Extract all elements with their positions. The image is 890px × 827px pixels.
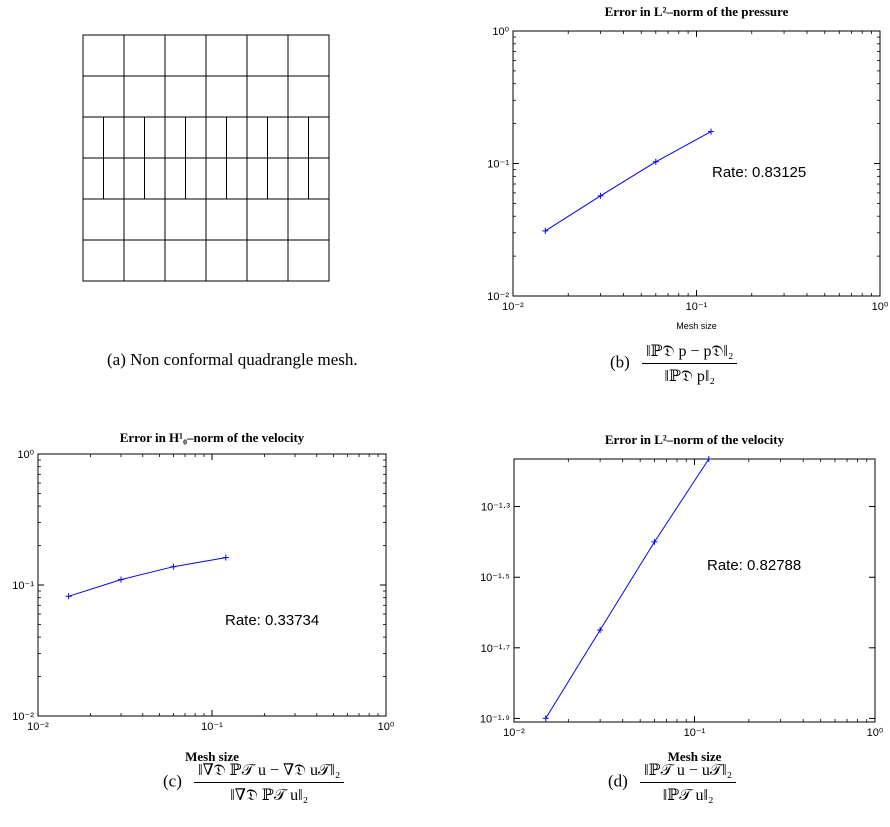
chart-title: Error in L²–norm of the pressure: [605, 4, 789, 19]
rate-annotation: Rate: 0.83125: [712, 164, 806, 181]
caption-c-formula: ‖∇𝔇 ℙ𝒯 u − ∇𝔇 u𝒯‖₂ ‖∇𝔇 ℙ𝒯 u‖₂: [194, 760, 345, 805]
caption-b-formula: ‖ℙ𝔇 p − p𝔇‖₂ ‖ℙ𝔇 p‖₂: [642, 341, 738, 386]
data-point: [65, 593, 72, 600]
data-point: [222, 554, 229, 561]
x-tick-label: 10⁻¹: [686, 301, 708, 313]
y-tick-label: 10⁻¹·⁹: [480, 713, 510, 725]
y-tick-label: 10⁻²: [487, 291, 509, 303]
y-tick-label: 10⁻¹·³: [481, 502, 510, 514]
series-line: [68, 557, 226, 597]
y-tick-label: 10⁰: [492, 26, 509, 38]
data-point: [597, 627, 604, 634]
y-tick-label: 10⁻¹·⁷: [481, 643, 510, 655]
data-point: [708, 128, 715, 135]
series-line: [545, 458, 710, 719]
data-point: [542, 715, 549, 722]
caption-d-numerator: ‖ℙ𝒯 u − u𝒯‖₂: [640, 760, 737, 783]
x-tick-label: 10⁰: [378, 721, 395, 733]
data-point: [651, 538, 658, 545]
caption-c-label: (c): [163, 771, 182, 791]
y-tick-label: 10⁻¹·⁵: [480, 572, 510, 584]
data-point: [118, 576, 125, 583]
x-axis-label: Mesh size: [676, 321, 717, 331]
caption-c-numerator: ‖∇𝔇 ℙ𝒯 u − ∇𝔇 u𝒯‖₂: [194, 760, 345, 783]
rate-annotation: Rate: 0.82788: [707, 557, 801, 574]
x-axis-label: Mesh size: [668, 749, 722, 764]
x-tick-label: 10⁻²: [502, 301, 524, 313]
y-tick-label: 10⁰: [17, 449, 34, 461]
x-tick-label: 10⁻²: [503, 727, 525, 739]
y-tick-label: 10⁻¹: [12, 580, 34, 592]
caption-d-formula: ‖ℙ𝒯 u − u𝒯‖₂ ‖ℙ𝒯 u‖₂: [640, 760, 737, 805]
x-tick-label: 10⁰: [867, 727, 884, 739]
x-axis-label: Mesh size: [185, 749, 239, 764]
chart-title: Error in H¹₀–norm of the velocity: [120, 430, 305, 445]
y-tick-label: 10⁻²: [12, 711, 34, 723]
data-point: [652, 158, 659, 165]
caption-d-denominator: ‖ℙ𝒯 u‖₂: [662, 787, 714, 804]
x-tick-label: 10⁻¹: [201, 721, 223, 733]
data-point: [597, 192, 604, 199]
chart-title: Error in L²–norm of the velocity: [605, 432, 785, 447]
caption-b-label: (b): [610, 352, 630, 372]
caption-a: (a) Non conformal quadrangle mesh.: [107, 350, 358, 369]
x-tick-label: 10⁰: [872, 301, 889, 313]
caption-b: (b) ‖ℙ𝔇 p − p𝔇‖₂ ‖ℙ𝔇 p‖₂: [610, 341, 738, 386]
caption-b-numerator: ‖ℙ𝔇 p − p𝔇‖₂: [642, 341, 738, 364]
caption-b-denominator: ‖ℙ𝔇 p‖₂: [664, 368, 715, 385]
y-tick-label: 10⁻¹: [487, 159, 509, 171]
caption-c-denominator: ‖∇𝔇 ℙ𝒯 u‖₂: [230, 787, 309, 804]
series-line: [545, 131, 712, 232]
rate-annotation: Rate: 0.33734: [225, 612, 319, 629]
data-point: [170, 563, 177, 570]
caption-d-label: (d): [608, 771, 628, 791]
data-point: [542, 227, 549, 234]
x-tick-label: 10⁻²: [27, 721, 49, 733]
caption-d: (d) ‖ℙ𝒯 u − u𝒯‖₂ ‖ℙ𝒯 u‖₂: [608, 760, 737, 805]
caption-c: (c) ‖∇𝔇 ℙ𝒯 u − ∇𝔇 u𝒯‖₂ ‖∇𝔇 ℙ𝒯 u‖₂: [163, 760, 345, 805]
x-tick-label: 10⁻¹: [684, 727, 706, 739]
data-point: [705, 456, 712, 462]
